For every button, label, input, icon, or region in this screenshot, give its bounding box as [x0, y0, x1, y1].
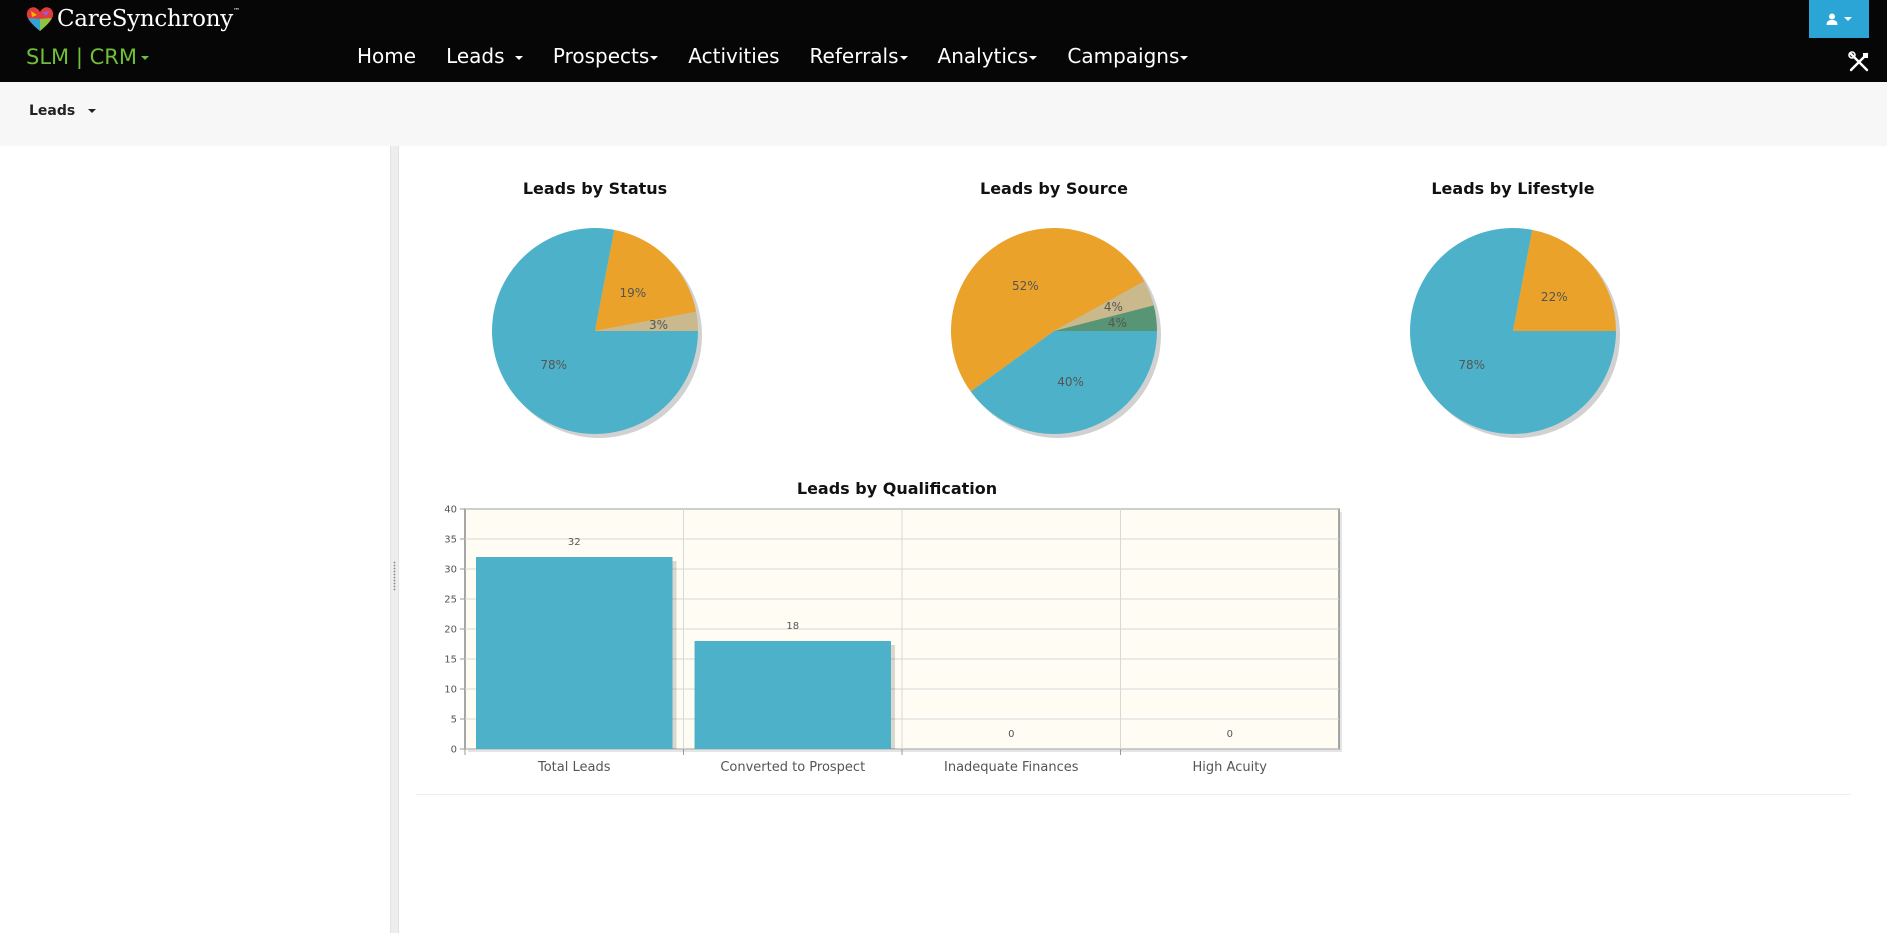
tools-icon[interactable] — [1848, 51, 1870, 73]
user-icon — [1826, 13, 1838, 25]
y-tick-label: 25 — [444, 595, 457, 606]
nav-analytics[interactable]: Analytics — [938, 44, 1038, 68]
left-panel — [0, 146, 390, 933]
nav-activities-label: Activities — [688, 44, 780, 68]
nav-home[interactable]: Home — [357, 44, 416, 68]
nav-leads[interactable]: Leads — [446, 44, 523, 68]
bar-shadow — [480, 561, 677, 749]
main-nav: Home Leads Prospects Activities Referral… — [342, 44, 1203, 68]
plot-area — [464, 508, 1340, 750]
y-tick-label: 35 — [444, 535, 457, 546]
nav-prospects-label: Prospects — [552, 44, 650, 68]
pie-slice-label: 78% — [1458, 358, 1486, 373]
pie-shadow — [955, 232, 1161, 438]
pie-shadow — [1414, 232, 1620, 438]
plot-shadow — [468, 512, 1342, 752]
bar-value-label: 18 — [786, 621, 799, 632]
app-switcher-label: SLM | CRM — [26, 45, 137, 69]
pie-slice-label: 19% — [619, 286, 647, 301]
pie-slice — [1513, 229, 1616, 331]
leads-view-dropdown[interactable]: Leads — [29, 103, 97, 119]
pie-slice — [595, 229, 697, 331]
pie-slice — [1409, 228, 1616, 434]
section-divider — [416, 794, 1851, 795]
chart-title-source: Leads by Source — [980, 179, 1128, 198]
heart-logo-icon — [26, 7, 54, 31]
y-tick-label: 10 — [444, 685, 457, 696]
nav-leads-label: Leads — [446, 44, 505, 68]
pie-slice-label: 40% — [1057, 374, 1084, 389]
pie-slice — [595, 311, 698, 331]
chevron-down-icon — [650, 55, 659, 60]
panel-splitter[interactable] — [390, 146, 399, 933]
y-tick-label: 20 — [444, 625, 457, 636]
chart-title-qualification: Leads by Qualification — [796, 479, 998, 498]
pie-slice-label: 22% — [1540, 289, 1568, 304]
bar-shadow — [698, 645, 895, 749]
bar-value-label: 0 — [1227, 729, 1233, 740]
x-category-label: Total Leads — [537, 760, 611, 775]
x-category-label: Inadequate Finances — [944, 760, 1079, 775]
nav-analytics-label: Analytics — [937, 44, 1029, 68]
bar-value-label: 32 — [568, 537, 581, 548]
brand-logo[interactable]: CareSynchrony ™ — [26, 3, 240, 35]
y-tick-label: 5 — [451, 715, 457, 726]
pie-slice-label: 52% — [1011, 278, 1039, 293]
chevron-down-icon — [1844, 17, 1852, 21]
sub-header — [0, 82, 1887, 146]
user-menu-button[interactable] — [1809, 0, 1869, 38]
nav-home-label: Home — [357, 44, 417, 68]
nav-referrals-label: Referrals — [809, 44, 899, 68]
chevron-down-icon — [514, 55, 523, 60]
chart-title-lifestyle: Leads by Lifestyle — [1431, 179, 1595, 198]
chevron-down-icon — [899, 55, 908, 60]
y-tick-label: 30 — [444, 565, 457, 576]
pie-slice-label: 78% — [540, 358, 568, 373]
nav-campaigns[interactable]: Campaigns — [1067, 44, 1189, 68]
nav-campaigns-label: Campaigns — [1067, 44, 1180, 68]
x-category-label: Converted to Prospect — [720, 760, 865, 775]
chevron-down-icon — [88, 109, 97, 113]
bar-value-label: 0 — [1008, 729, 1014, 740]
y-tick-label: 15 — [444, 655, 457, 666]
chevron-down-icon — [1180, 55, 1189, 60]
nav-activities[interactable]: Activities — [688, 44, 779, 68]
chevron-down-icon — [1029, 55, 1038, 60]
pie-slice-label: 4% — [1103, 300, 1123, 315]
y-tick-label: 40 — [444, 505, 457, 516]
pie-shadow — [496, 232, 702, 438]
y-tick-label: 0 — [451, 745, 457, 756]
bar-1 — [694, 641, 891, 749]
top-navbar: CareSynchrony ™ SLM | CRM Home Leads Pro… — [0, 0, 1887, 82]
chevron-down-icon — [140, 56, 149, 60]
nav-prospects[interactable]: Prospects — [552, 44, 659, 68]
brand-name: CareSynchrony — [57, 6, 233, 32]
pie-slice-label: 3% — [649, 317, 669, 332]
pie-slice-label: 4% — [1107, 315, 1127, 330]
bar-0 — [476, 557, 673, 749]
x-category-label: High Acuity — [1193, 760, 1268, 775]
app-switcher-dropdown[interactable]: SLM | CRM — [26, 45, 149, 69]
chart-title-status: Leads by Status — [522, 179, 668, 198]
leads-view-label: Leads — [29, 103, 76, 119]
brand-tm: ™ — [232, 7, 240, 15]
drag-handle-icon — [393, 561, 396, 591]
nav-referrals[interactable]: Referrals — [810, 44, 908, 68]
